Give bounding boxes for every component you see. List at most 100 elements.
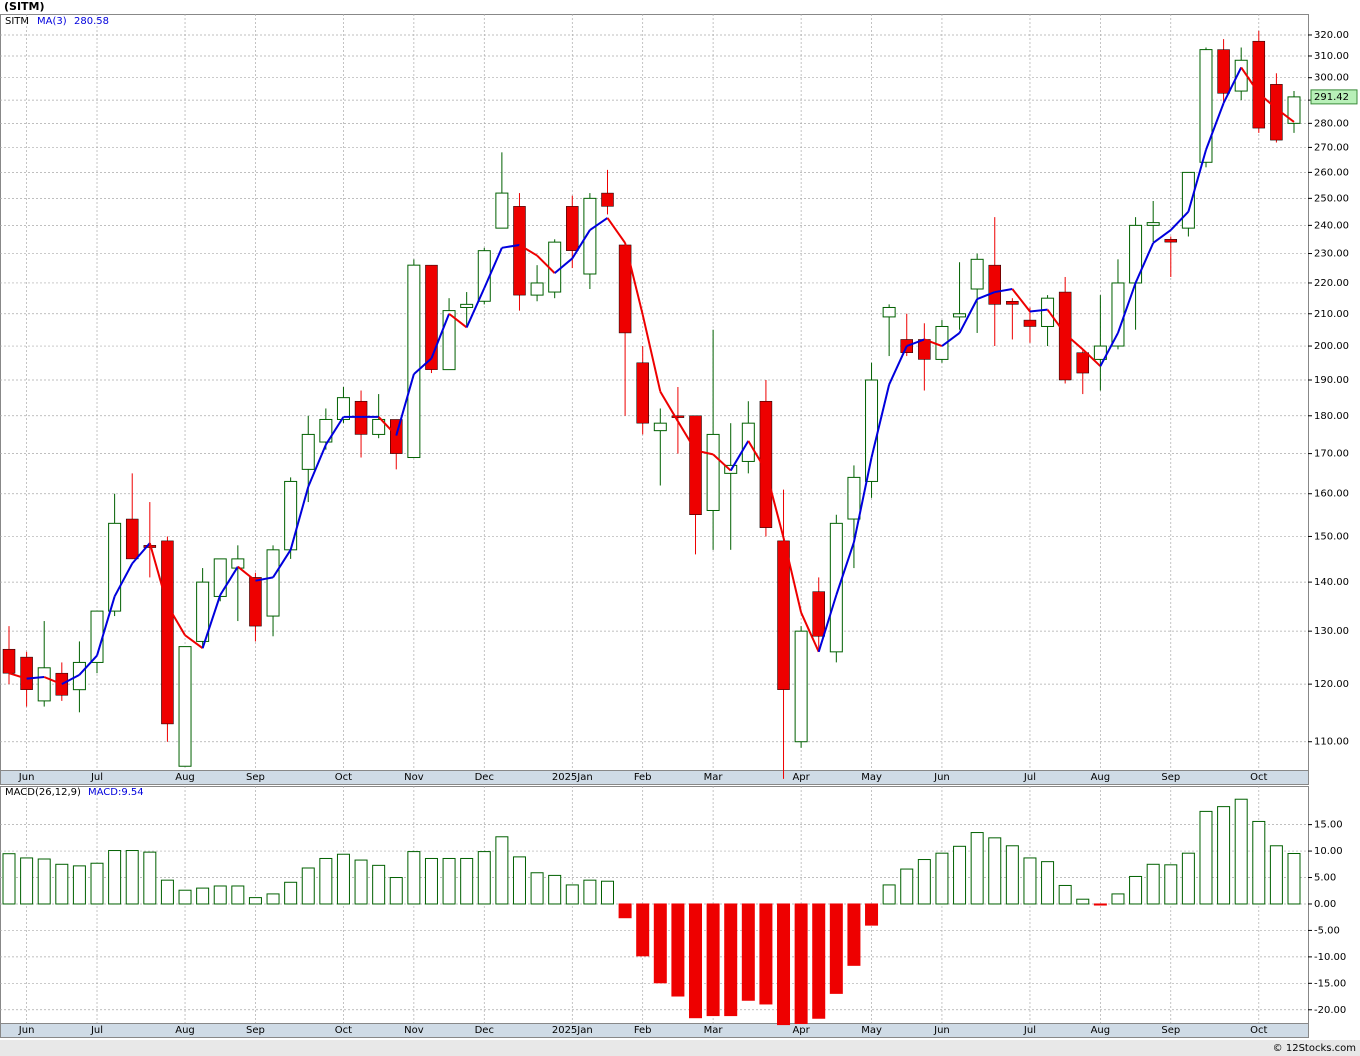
candle-body — [1287, 96, 1301, 124]
ma-segment — [255, 576, 274, 582]
ma-segment — [184, 634, 204, 649]
ma-segment — [1205, 102, 1225, 151]
candle-body — [1006, 301, 1019, 305]
candle-body — [1164, 239, 1178, 243]
ma-segment — [307, 444, 327, 488]
candle-body — [847, 476, 861, 520]
macd-bar — [20, 857, 34, 905]
y-tick-label: 150.00 — [1314, 531, 1349, 542]
candle-body — [495, 192, 509, 229]
x-tick-label: Dec — [475, 772, 494, 783]
macd-bar — [917, 859, 931, 905]
y-tick-label: -5.00 — [1314, 925, 1340, 936]
x-tick-label: Sep — [246, 772, 265, 783]
y-tick-label: 200.00 — [1314, 341, 1349, 352]
candle-body — [266, 549, 280, 617]
ma-segment — [1240, 66, 1260, 94]
macd-bar — [600, 880, 614, 905]
candle-body — [336, 397, 350, 420]
ma-segment — [518, 244, 538, 257]
ma-segment — [536, 254, 556, 274]
ma-segment — [1170, 211, 1190, 231]
macd-bar — [1111, 893, 1125, 905]
candle-body — [20, 656, 33, 690]
x-tick-label: May — [861, 772, 882, 783]
ma-segment — [941, 332, 961, 347]
candle-body — [706, 433, 720, 511]
x-tick-label: Nov — [404, 772, 424, 783]
candle-body — [72, 661, 86, 691]
x-tick-label: Apr — [792, 1025, 810, 1036]
y-tick-label: 190.00 — [1314, 375, 1349, 386]
macd-bar — [548, 874, 562, 905]
x-tick-label: Oct — [335, 772, 352, 783]
ma-segment — [272, 549, 292, 578]
y-tick-label: 270.00 — [1314, 142, 1349, 153]
candle-body — [161, 540, 174, 725]
candle-body — [55, 672, 69, 696]
candle-body — [513, 206, 526, 296]
candle-body — [689, 415, 702, 515]
candle-body — [671, 415, 685, 418]
candle-body — [390, 419, 403, 454]
ma-segment — [571, 229, 591, 259]
x-tick-label: May — [861, 1025, 882, 1036]
candle-body — [460, 303, 474, 308]
ma-segment — [448, 312, 468, 329]
y-tick-label: 240.00 — [1314, 220, 1349, 231]
ma-segment — [852, 457, 873, 543]
macd-bar — [1058, 884, 1072, 905]
x-tick-label: 2025Jan — [552, 1025, 593, 1036]
y-tick-label: -20.00 — [1314, 1005, 1346, 1016]
y-tick-label: 120.00 — [1314, 679, 1349, 690]
y-tick-label: 320.00 — [1314, 30, 1349, 41]
candle-body — [953, 313, 967, 318]
x-tick-label: Jun — [18, 1025, 35, 1036]
ma-segment — [395, 373, 415, 436]
macd-legend: MACD:9.54 — [88, 787, 144, 798]
ma-segment — [1275, 107, 1295, 123]
y-tick-label: 310.00 — [1314, 51, 1349, 62]
ma-segment — [800, 612, 820, 653]
ma-segment — [201, 594, 222, 649]
ma-segment — [113, 562, 134, 597]
candle-body — [196, 581, 210, 642]
ma-segment — [606, 217, 626, 244]
macd-bar — [424, 857, 438, 905]
ma-segment — [1258, 92, 1278, 110]
price-panel — [0, 14, 1309, 771]
ma-segment — [712, 453, 732, 472]
y-tick-label: 5.00 — [1314, 873, 1336, 884]
ma-segment — [483, 247, 503, 289]
y-tick-label: 260.00 — [1314, 167, 1349, 178]
macd-bar — [178, 889, 192, 905]
candle-body — [653, 422, 667, 432]
macd-bar — [653, 903, 667, 984]
ma-segment — [1064, 333, 1084, 351]
macd-bar — [1234, 798, 1248, 905]
candle-body — [125, 518, 139, 560]
macd-bar — [741, 903, 755, 1001]
symbol-label: SITM — [5, 16, 29, 27]
ma-segment — [624, 242, 644, 315]
candle-body — [988, 264, 1002, 305]
y-tick-label: 15.00 — [1314, 820, 1343, 831]
ma-segment — [1082, 348, 1102, 367]
macd-bar — [1181, 852, 1195, 905]
macd-bar — [1252, 820, 1266, 905]
chart-title: (SITM) — [4, 0, 45, 13]
y-tick-label: 140.00 — [1314, 577, 1349, 588]
y-tick-label: 230.00 — [1314, 249, 1349, 260]
candle-body — [636, 362, 649, 424]
macd-bar — [565, 884, 579, 905]
macd-bar — [2, 853, 16, 905]
x-tick-label: Jul — [1023, 1025, 1036, 1036]
candle-body — [372, 418, 386, 435]
y-tick-label: -10.00 — [1314, 952, 1346, 963]
y-tick-label: 220.00 — [1314, 278, 1349, 289]
macd-bar — [724, 903, 738, 1017]
candle-body — [1252, 40, 1266, 129]
x-tick-label: Feb — [634, 1025, 652, 1036]
candle-body — [301, 433, 315, 470]
candle-body — [812, 591, 825, 637]
